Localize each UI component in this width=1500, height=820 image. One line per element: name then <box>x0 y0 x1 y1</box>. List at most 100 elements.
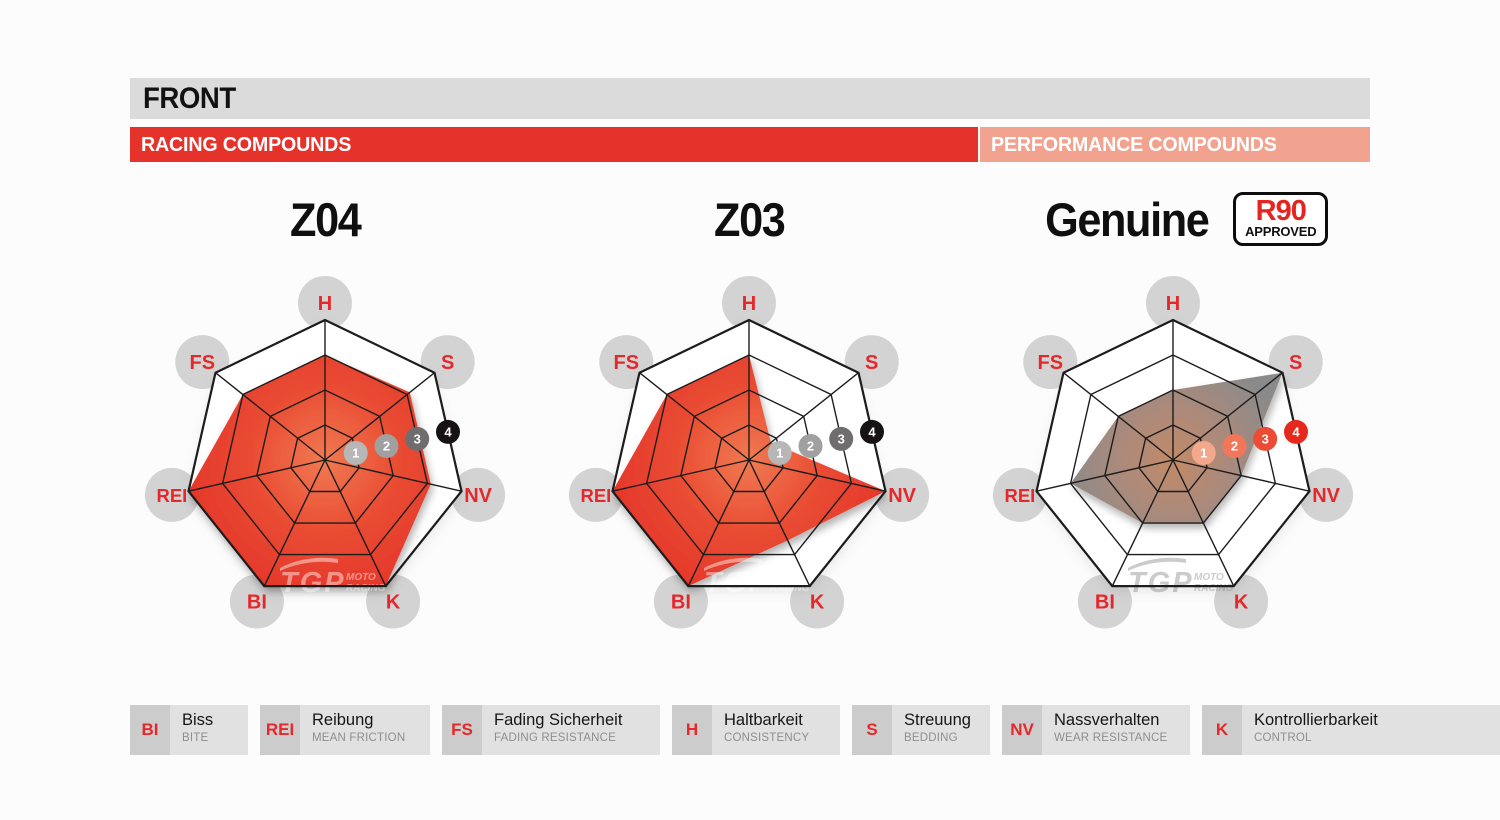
legend-item-rei: REI Reibung MEAN FRICTION <box>260 705 430 755</box>
scale-badge-number: 4 <box>444 425 452 440</box>
legend-item-h: H Haltbarkeit CONSISTENCY <box>672 705 840 755</box>
watermark-swoosh <box>1128 557 1186 571</box>
watermark-sub2: RACING <box>1194 583 1234 594</box>
axis-label-rei: REI <box>156 485 187 506</box>
legend-texts: Kontrollierbarkeit CONTROL <box>1242 705 1390 755</box>
legend-term: Fading Sicherheit <box>494 711 623 729</box>
scale-badge-number: 1 <box>776 446 783 461</box>
legend-abbr-nv: NV <box>1002 705 1042 755</box>
performance-compounds-label: PERFORMANCE COMPOUNDS <box>991 132 1277 156</box>
legend-abbr-fs: FS <box>442 705 482 755</box>
legend-abbr-s: S <box>852 705 892 755</box>
legend-term: Biss <box>182 711 214 729</box>
scale-badge-number: 1 <box>352 446 359 461</box>
scale-badge-number: 3 <box>838 432 845 447</box>
scale-badge-number: 2 <box>383 439 390 454</box>
legend-texts: Biss BITE <box>170 705 225 755</box>
axis-label-bi: BI <box>1095 592 1115 614</box>
legend-item-fs: FS Fading Sicherheit FADING RESISTANCE <box>442 705 660 755</box>
r90-label: R90 <box>1255 194 1307 227</box>
axis-label-s: S <box>1289 352 1302 374</box>
axis-circle-rei <box>992 467 1047 522</box>
scale-badge-number: 1 <box>1200 446 1207 461</box>
scale-badge-4 <box>1284 419 1308 444</box>
data-polygon-genuine <box>1070 372 1283 524</box>
axis-circle-k <box>790 574 845 629</box>
axis-circle-nv <box>1299 467 1354 522</box>
chart-title-block-z04: Z04 <box>115 188 535 250</box>
legend-texts: Reibung MEAN FRICTION <box>300 705 417 755</box>
scale-badge-2 <box>374 434 399 458</box>
chart-title-block-genuine: Genuine R90 APPROVED <box>973 188 1393 250</box>
axis-circle-bi <box>1077 574 1132 629</box>
axis-label-s: S <box>441 352 454 374</box>
watermark-brand: TGP <box>280 567 346 599</box>
axis-circle-h <box>298 276 352 330</box>
watermark-sub2: RACING <box>770 583 810 594</box>
axis-circle-k <box>1214 574 1269 629</box>
legend-translation: CONTROL <box>1254 731 1312 744</box>
racing-compounds-bar: RACING COMPOUNDS <box>130 127 978 162</box>
axis-label-nv: NV <box>888 485 916 507</box>
ring-3 <box>221 354 429 556</box>
axis-labels: H S NV K BI REI FS <box>580 293 916 614</box>
legend-term: Nassverhalten <box>1054 711 1160 729</box>
ring-4 <box>1035 318 1311 588</box>
axis-circle-rei <box>144 467 199 522</box>
axis-label-s: S <box>865 352 878 374</box>
legend-translation: BITE <box>182 731 209 744</box>
ring-4 <box>187 318 463 588</box>
axis-label-circles <box>144 276 506 629</box>
scale-badges: 1 2 3 4 <box>767 419 884 465</box>
chart-title-z04: Z04 <box>289 192 362 246</box>
scale-badge-4 <box>860 419 884 444</box>
axis-label-fs: FS <box>190 352 216 374</box>
scale-badge-number: 4 <box>1292 425 1300 440</box>
legend-item-s: S Streuung BEDDING <box>852 705 990 755</box>
data-polygon-z03 <box>612 355 886 587</box>
watermark-brand: TGP <box>1128 567 1194 599</box>
radar-chart-genuine: TGP MOTO RACING 1 2 3 4 H S NV K BI REI FS <box>963 245 1383 675</box>
axis-circle-h <box>722 276 776 330</box>
axis-label-h: H <box>742 293 756 315</box>
watermark-brand: TGP <box>704 567 770 599</box>
legend-abbr-rei: REI <box>260 705 300 755</box>
ring-3 <box>645 354 853 556</box>
legend-texts: Streuung BEDDING <box>892 705 983 755</box>
chart-title-block-z03: Z03 <box>539 188 959 250</box>
legend-abbr-h: H <box>672 705 712 755</box>
watermark-swoosh <box>280 557 338 571</box>
ring-2 <box>256 389 394 524</box>
scale-badge-1 <box>767 441 792 465</box>
approved-label: APPROVED <box>1245 224 1317 240</box>
axis-label-bi: BI <box>671 592 691 614</box>
axis-label-k: K <box>1234 592 1249 614</box>
axis-label-rei: REI <box>580 485 611 506</box>
axis-labels: H S NV K BI REI FS <box>156 293 492 614</box>
scale-badge-3 <box>829 426 854 451</box>
scale-badge-2 <box>1222 434 1247 458</box>
axis-circle-nv <box>451 467 506 522</box>
axis-label-bi: BI <box>247 592 267 614</box>
legend-item-nv: NV Nassverhalten WEAR RESISTANCE <box>1002 705 1190 755</box>
legend-texts: Nassverhalten WEAR RESISTANCE <box>1042 705 1179 755</box>
scale-badge-2 <box>798 434 823 458</box>
scale-badge-number: 3 <box>1262 432 1269 447</box>
legend-item-bi: BI Biss BITE <box>130 705 248 755</box>
legend-translation: CONSISTENCY <box>724 731 810 744</box>
legend-term: Haltbarkeit <box>724 711 803 729</box>
axis-circle-k <box>366 574 421 629</box>
legend-bar: BI Biss BITE REI Reibung MEAN FRICTION FS Fadin… <box>130 705 1500 755</box>
axis-label-circles <box>992 276 1354 629</box>
data-polygon-z04 <box>188 355 431 587</box>
scale-badges: 1 2 3 4 <box>343 419 460 465</box>
performance-compounds-bar: PERFORMANCE COMPOUNDS <box>980 127 1370 162</box>
ring-4 <box>611 318 887 588</box>
legend-item-k: K Kontrollierbarkeit CONTROL <box>1202 705 1500 755</box>
legend-abbr-k: K <box>1202 705 1242 755</box>
